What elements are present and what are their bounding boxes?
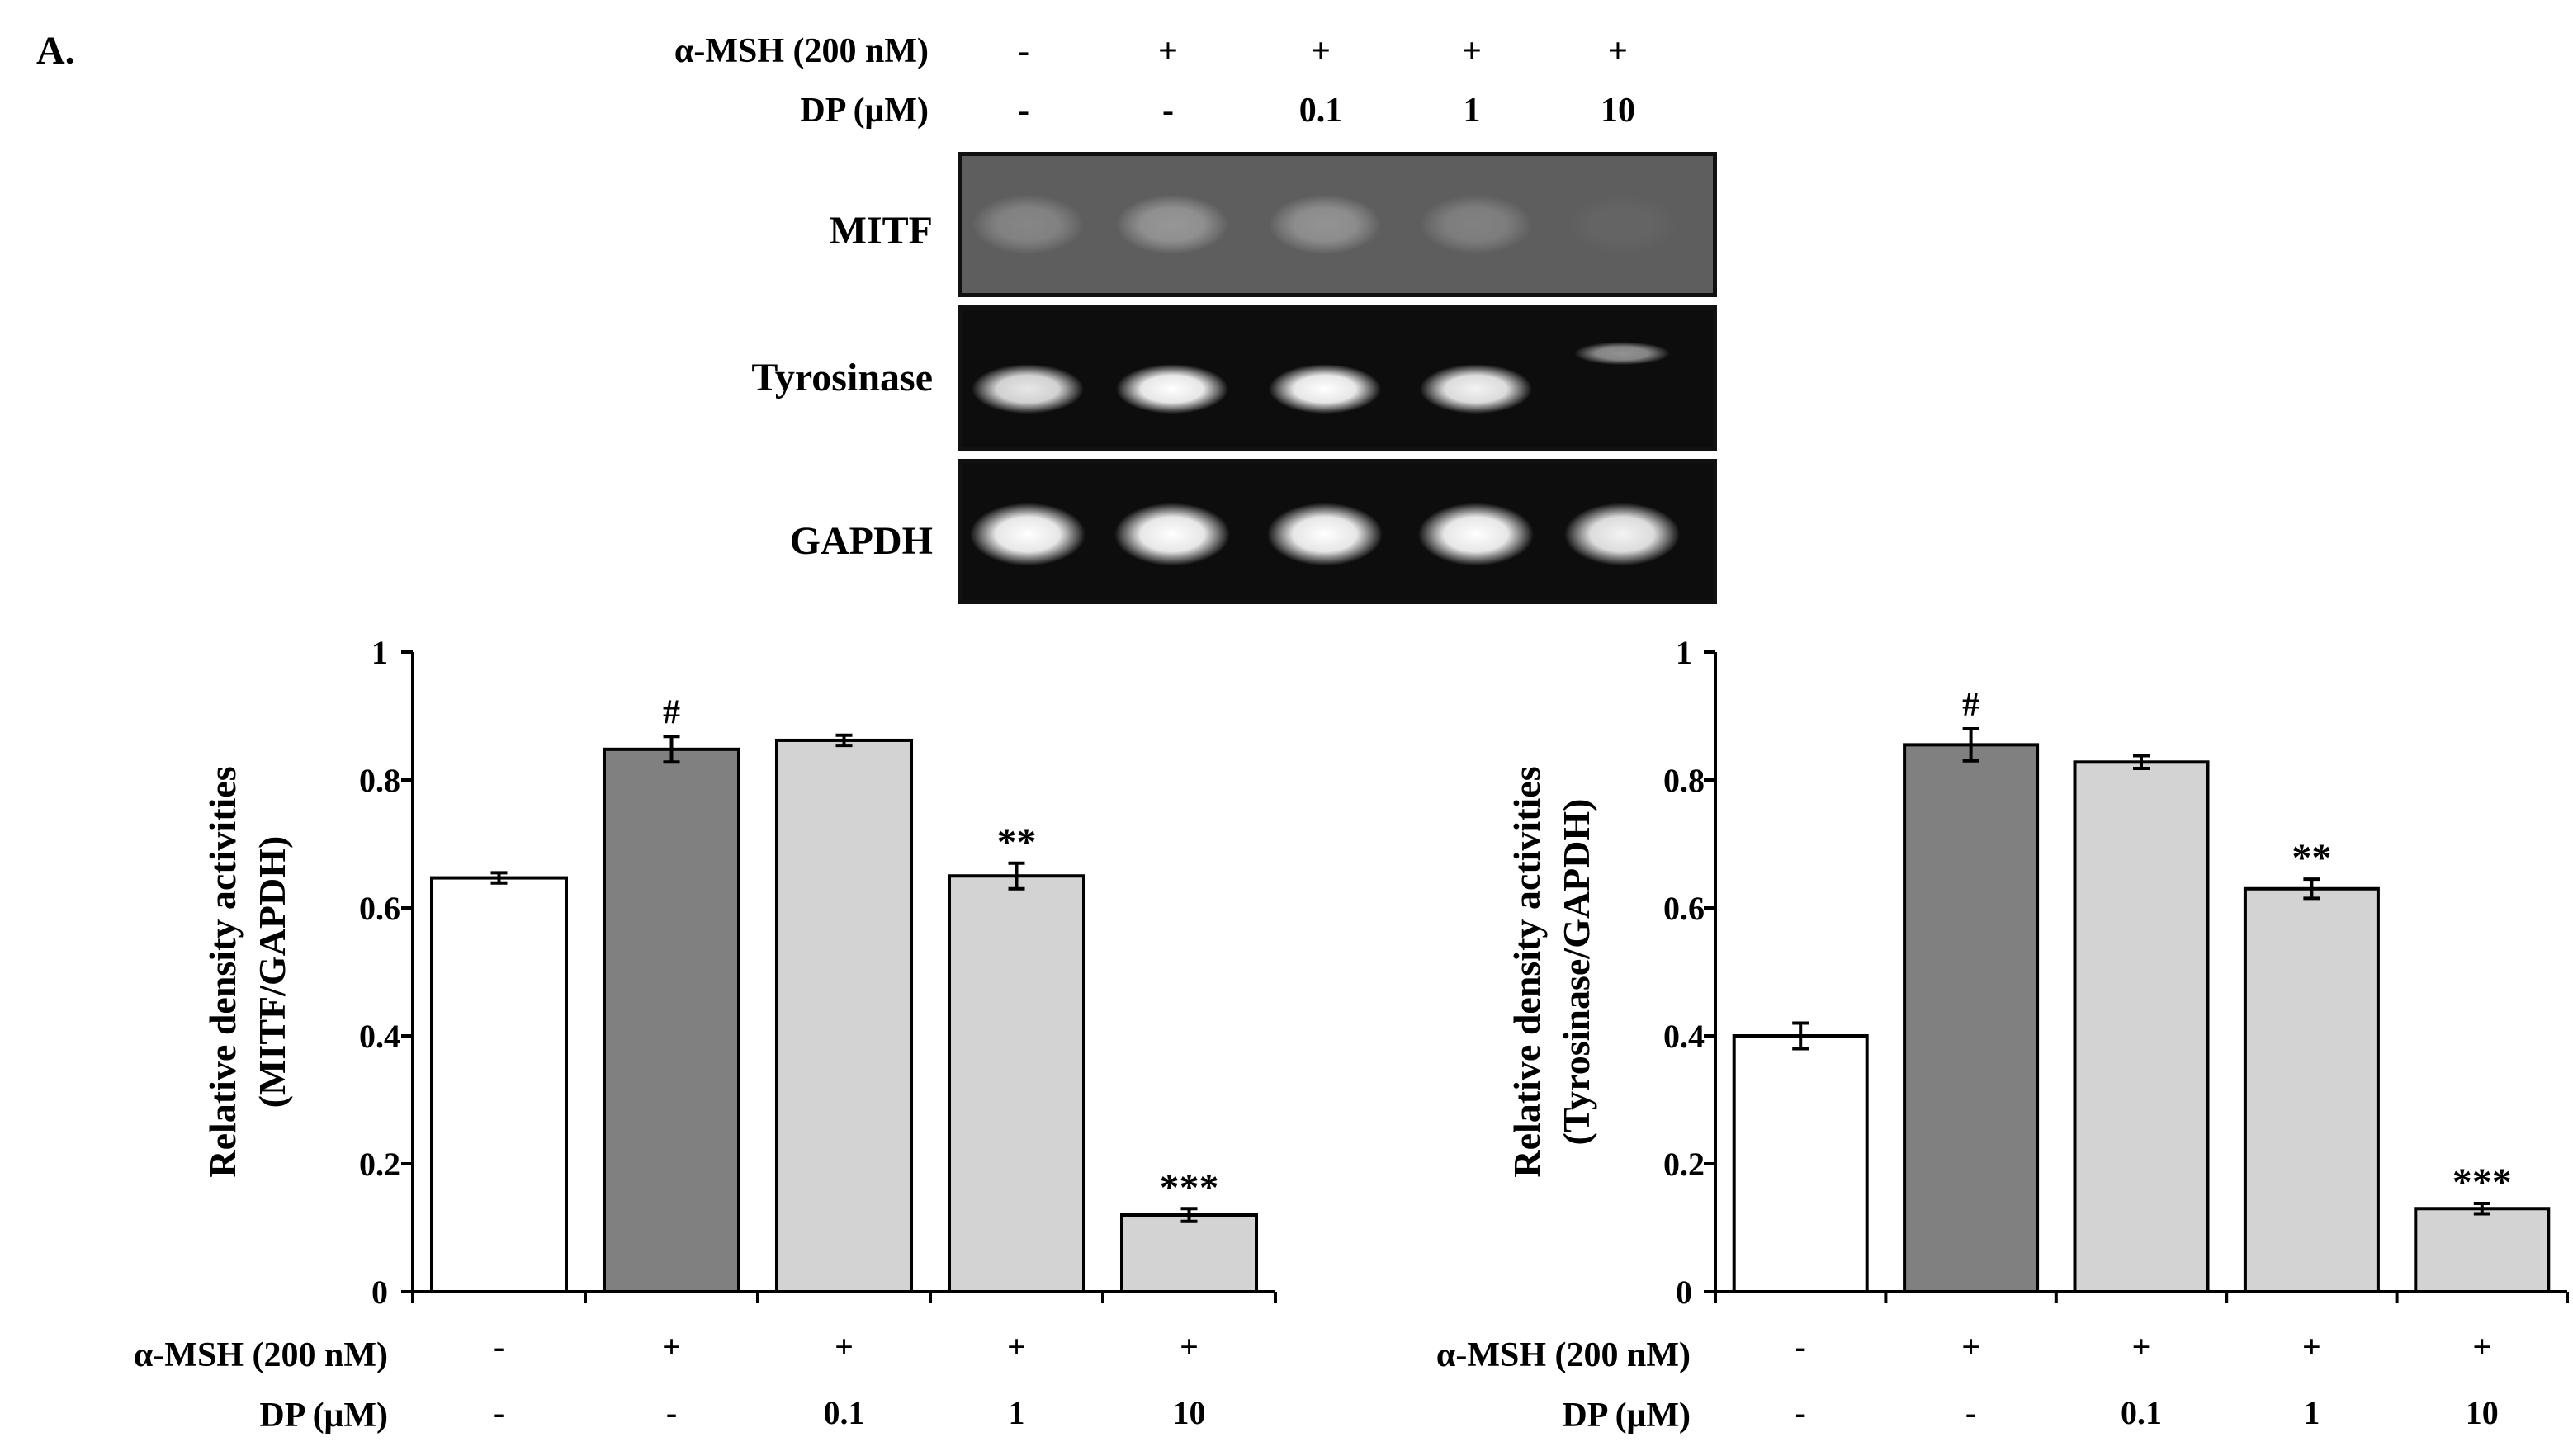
- gel-band: [1574, 342, 1670, 366]
- gel-band: [1114, 503, 1230, 566]
- header-dp-mark: -: [1162, 92, 1174, 130]
- bar: [1119, 1213, 1259, 1293]
- gel-strip-gapdh: [958, 459, 1717, 604]
- x-alpha-msh-label: α-MSH (200 nM): [1436, 1336, 1691, 1374]
- x-dp-mark: 1: [2303, 1394, 2320, 1431]
- y-tick-label: 1: [1676, 634, 1692, 671]
- gel-band: [1420, 364, 1532, 414]
- gel-band: [972, 364, 1084, 414]
- x-dp-label: DP (μM): [259, 1397, 388, 1435]
- header-alpha-msh-mark: -: [1018, 32, 1029, 70]
- header-dp-mark: 1: [1463, 92, 1481, 130]
- y-tick-label: 0.4: [359, 1018, 400, 1055]
- gel-band: [972, 195, 1084, 254]
- y-tick-label: 0: [371, 1274, 388, 1311]
- header-alpha-msh-mark: +: [1158, 32, 1178, 70]
- x-dp-mark: 0.1: [2121, 1394, 2162, 1431]
- gel-band: [1267, 503, 1383, 566]
- y-tick-label: 0.6: [1663, 890, 1705, 927]
- x-alpha-msh-mark: +: [1180, 1328, 1199, 1365]
- x-dp-mark: -: [494, 1394, 504, 1431]
- significance-annotation: ***: [1160, 1165, 1219, 1209]
- x-alpha-msh-mark: -: [494, 1328, 504, 1365]
- significance-annotation: **: [2292, 836, 2331, 880]
- bar: [429, 876, 569, 1293]
- gel-label-gapdh: GAPDH: [789, 519, 933, 563]
- x-dp-label: DP (μM): [1562, 1397, 1691, 1435]
- y-tick-label: 0.6: [359, 890, 400, 927]
- x-dp-mark: 10: [1173, 1394, 1206, 1431]
- significance-annotation: ***: [2452, 1161, 2512, 1204]
- x-alpha-msh-mark: -: [1795, 1328, 1806, 1365]
- header-alpha-msh-mark: +: [1608, 32, 1628, 70]
- y-axis-label-unit: (MITF/GAPDH): [251, 836, 293, 1109]
- header-alpha-msh-mark: +: [1462, 32, 1482, 70]
- y-tick-label: 0.8: [1663, 762, 1705, 799]
- y-tick-label: 0.4: [1663, 1018, 1705, 1055]
- x-alpha-msh-mark: +: [1007, 1328, 1026, 1365]
- alpha-msh-header-label: α-MSH (200 nM): [674, 32, 929, 70]
- y-tick-label: 0: [1676, 1274, 1692, 1311]
- panel-label: A.: [36, 29, 75, 73]
- x-dp-mark: -: [1795, 1394, 1806, 1431]
- gel-strip-tyrosinase: [958, 305, 1717, 451]
- significance-annotation: **: [997, 820, 1037, 864]
- header-dp-mark: -: [1018, 92, 1029, 130]
- bar: [602, 747, 741, 1293]
- bar: [2414, 1207, 2551, 1293]
- x-dp-mark: 1: [1009, 1394, 1025, 1431]
- x-alpha-msh-mark: +: [2302, 1328, 2321, 1365]
- y-tick-label: 0.2: [1663, 1146, 1705, 1183]
- bar: [947, 874, 1086, 1293]
- gel-band: [1420, 195, 1532, 254]
- bar: [1732, 1034, 1869, 1293]
- x-dp-mark: -: [666, 1394, 677, 1431]
- x-alpha-msh-mark: +: [1961, 1328, 1980, 1365]
- gel-band: [1269, 195, 1381, 254]
- y-tick-label: 1: [371, 634, 388, 671]
- y-axis-label: Relative density activities: [1506, 766, 1548, 1177]
- x-dp-mark: 0.1: [824, 1394, 865, 1431]
- dp-header-label: DP (μM): [800, 92, 929, 130]
- gel-band: [1566, 195, 1678, 254]
- significance-annotation: #: [663, 693, 680, 731]
- header-alpha-msh-mark: +: [1311, 32, 1331, 70]
- y-axis-label-unit: (Tyrosinase/GAPDH): [1555, 799, 1597, 1146]
- gel-band: [970, 503, 1085, 566]
- gel-band: [1269, 364, 1381, 414]
- bar: [2073, 760, 2210, 1293]
- gel-band: [1564, 503, 1680, 566]
- gel-label-mitf: MITF: [829, 209, 933, 253]
- header-dp-mark: 10: [1601, 92, 1635, 130]
- gel-band: [1116, 364, 1228, 414]
- gel-band: [1418, 503, 1534, 566]
- x-dp-mark: -: [1965, 1394, 1976, 1431]
- y-tick-label: 0.8: [359, 762, 400, 799]
- x-alpha-msh-mark: +: [2132, 1328, 2151, 1365]
- gel-label-tyrosinase: Tyrosinase: [751, 356, 933, 399]
- x-alpha-msh-mark: +: [662, 1328, 681, 1365]
- bar: [774, 738, 914, 1293]
- bar: [1903, 743, 2040, 1293]
- y-tick-label: 0.2: [359, 1146, 400, 1183]
- x-alpha-msh-mark: +: [835, 1328, 854, 1365]
- x-dp-mark: 10: [2466, 1394, 2499, 1431]
- significance-annotation: #: [1962, 686, 1979, 724]
- x-alpha-msh-mark: +: [2472, 1328, 2491, 1365]
- x-alpha-msh-label: α-MSH (200 nM): [134, 1336, 388, 1374]
- bar: [2243, 886, 2380, 1293]
- y-axis-label: Relative density activities: [201, 766, 244, 1177]
- gel-strip-mitf: [958, 152, 1717, 297]
- header-dp-mark: 0.1: [1298, 92, 1343, 130]
- gel-band: [1116, 195, 1228, 254]
